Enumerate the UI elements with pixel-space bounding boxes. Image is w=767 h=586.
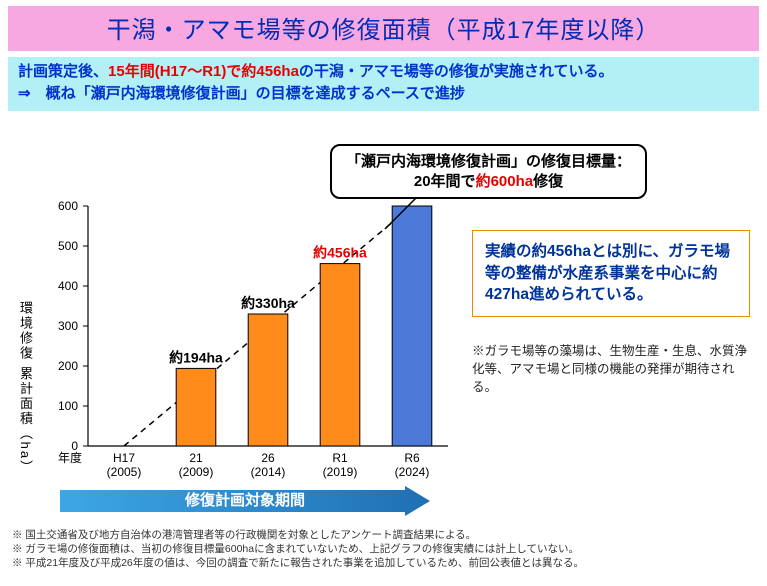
page-title-bar: 干潟・アマモ場等の修復面積（平成17年度以降） (8, 6, 759, 51)
callout-l2b: 修復 (533, 173, 563, 190)
svg-text:R6: R6 (404, 451, 420, 465)
svg-text:(2005): (2005) (107, 465, 142, 479)
svg-text:R1: R1 (332, 451, 348, 465)
period-arrow-label: 修復計画対象期間 (60, 489, 430, 510)
y-axis-label: 環境修復 累計面積（ha） (16, 301, 35, 475)
footnote-2: ※ ガラモ場の修復面積は、当初の修復目標量600haに含まれていないため、上記グ… (12, 542, 584, 556)
svg-text:600: 600 (58, 199, 78, 213)
subtitle-l1a: 計画策定後、 (18, 63, 108, 80)
svg-text:(2024): (2024) (395, 465, 430, 479)
footnote-3: ※ 平成21年度及び平成26年度の値は、今回の調査で新たに報告された事業を追加し… (12, 556, 584, 570)
svg-text:500: 500 (58, 239, 78, 253)
side-note: ※ガラモ場等の藻場は、生物生産・生息、水質浄化等、アマモ場と同様の機能の発揮が期… (472, 342, 750, 396)
callout-l1: 「瀬戸内海環境修復計画」の修復目標量： (346, 153, 631, 170)
bar-chart: 環境修復 累計面積（ha） 0100200300400500600約194ha約… (18, 206, 468, 506)
subtitle-box: 計画策定後、15年間(H17～R1)で約456haの干潟・アマモ場等の修復が実施… (8, 57, 759, 111)
side-note-text: ※ガラモ場等の藻場は、生物生産・生息、水質浄化等、アマモ場と同様の機能の発揮が期… (472, 344, 747, 394)
svg-text:(2014): (2014) (251, 465, 286, 479)
svg-text:26: 26 (261, 451, 275, 465)
callout-l2a: 20年間で (414, 173, 476, 190)
svg-text:年度: 年度 (58, 450, 82, 465)
side-info-box: 実績の約456haとは別に、ガラモ場等の整備が水産系事業を中心に約427ha進め… (472, 230, 750, 317)
svg-text:H17: H17 (113, 451, 135, 465)
footnote-1: ※ 国土交通省及び地方自治体の港湾管理者等の行政機関を対象としたアンケート調査結… (12, 528, 584, 542)
page-title: 干潟・アマモ場等の修復面積（平成17年度以降） (107, 17, 661, 44)
svg-text:(2019): (2019) (323, 465, 358, 479)
subtitle-l1b: の干潟・アマモ場等の修復が実施されている。 (299, 63, 614, 80)
svg-text:400: 400 (58, 279, 78, 293)
subtitle-l2: ⇒ 概ね「瀬戸内海環境修復計画」の目標を達成するペースで進捗 (18, 85, 465, 102)
svg-text:約330ha: 約330ha (241, 295, 295, 311)
callout-l2-red: 約600ha (476, 173, 534, 190)
svg-text:約194ha: 約194ha (169, 349, 223, 365)
svg-text:(2009): (2009) (179, 465, 214, 479)
svg-text:200: 200 (58, 359, 78, 373)
side-info-text: 実績の約456haとは別に、ガラモ場等の整備が水産系事業を中心に約427ha進め… (485, 243, 730, 303)
subtitle-l1-red: 15年間(H17～R1)で約456ha (108, 63, 299, 80)
chart-svg: 0100200300400500600約194ha約330ha約456ha年度H… (18, 206, 468, 506)
svg-text:100: 100 (58, 399, 78, 413)
svg-text:300: 300 (58, 319, 78, 333)
svg-text:約456ha: 約456ha (313, 245, 367, 261)
svg-text:21: 21 (189, 451, 203, 465)
footnotes: ※ 国土交通省及び地方自治体の港湾管理者等の行政機関を対象としたアンケート調査結… (12, 528, 584, 571)
period-arrow: 修復計画対象期間 (60, 486, 430, 516)
target-callout: 「瀬戸内海環境修復計画」の修復目標量： 20年間で約600ha修復 (330, 144, 647, 199)
